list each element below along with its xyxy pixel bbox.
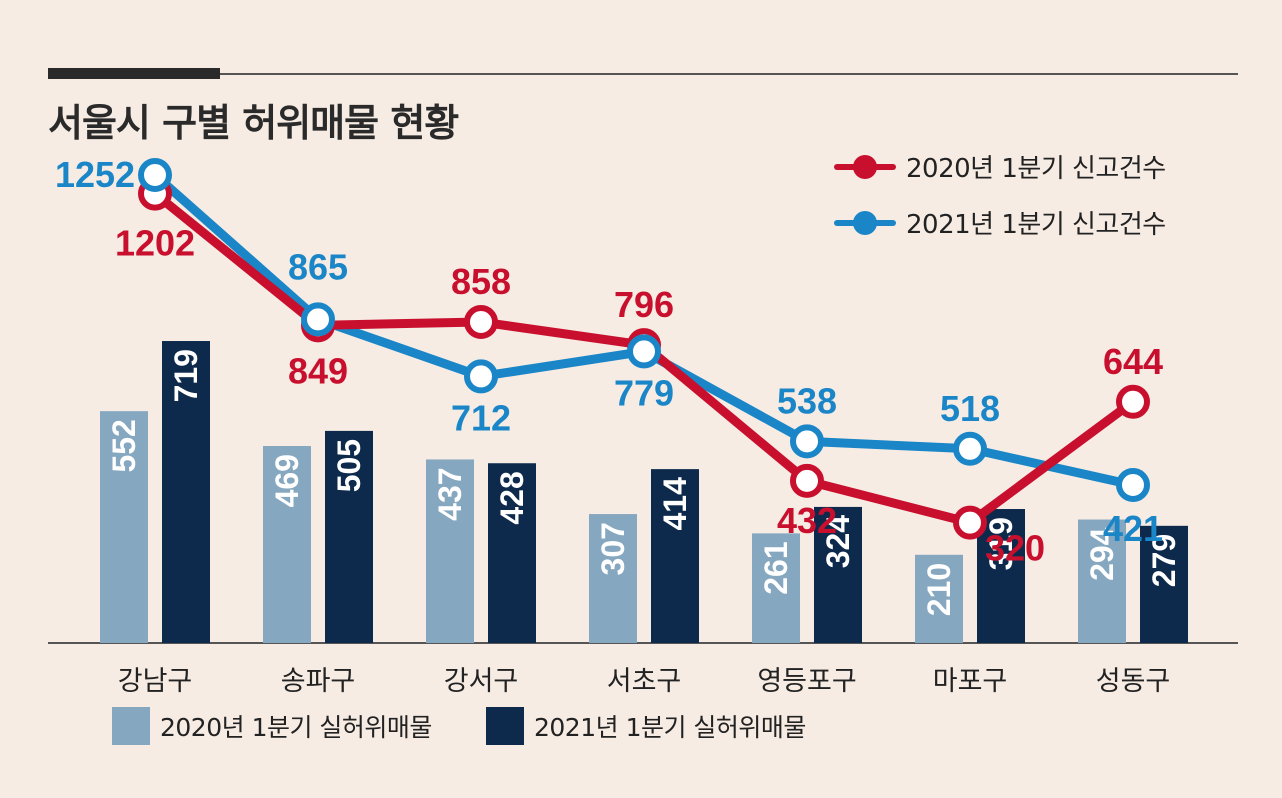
bar-2020	[263, 446, 311, 643]
legend-bar-2020-swatch	[112, 707, 150, 745]
line-2020-label: 644	[1103, 341, 1163, 382]
legend-bar-2020-label: 2020년 1분기 실허위매물	[160, 713, 432, 742]
point-2020	[1116, 384, 1150, 419]
x-tick-label: 마포구	[933, 666, 1008, 697]
bar-2021	[325, 430, 373, 643]
bar-2021-label: 319	[983, 517, 1019, 570]
bar-2020	[915, 554, 963, 643]
line-2020-label: 849	[288, 350, 348, 391]
x-tick-label: 성동구	[1096, 666, 1171, 697]
legend-line-2021-swatch	[832, 210, 898, 235]
legend-bar-2021: 2021년 1분기 실허위매물	[486, 707, 806, 745]
line-2021-label: 1252	[55, 154, 135, 195]
x-tick-label: 송파구	[281, 666, 356, 697]
point-2020	[953, 505, 987, 540]
header-rule-accent	[48, 68, 220, 79]
x-tick-label: 영등포구	[757, 666, 856, 697]
point-2021	[953, 431, 987, 466]
legend-line-2021-label: 2021년 1분기 신고건수	[906, 210, 1166, 240]
bar-2020	[100, 411, 148, 643]
bar-2021-label: 324	[820, 515, 856, 569]
bar-2021-label: 719	[168, 349, 204, 402]
chart-title: 서울시 구별 허위매물 현황	[48, 101, 459, 145]
legend-line-2020: 2020년 1분기 신고건수	[832, 148, 1166, 185]
point-2021	[138, 158, 172, 193]
legend-bar-2021-swatch	[486, 707, 524, 745]
line-2021-label: 865	[288, 246, 348, 287]
point-2021	[627, 334, 661, 369]
bar-2021	[488, 463, 536, 643]
legend-line-2020-label: 2020년 1분기 신고건수	[906, 154, 1166, 184]
bar-2021	[162, 341, 210, 643]
point-2021	[790, 424, 824, 459]
bar-2021	[977, 509, 1025, 643]
header-rule	[48, 73, 1238, 75]
bar-2020-label: 469	[269, 454, 305, 507]
line-2021-label: 779	[614, 372, 674, 413]
legend-bar-2021-label: 2021년 1분기 실허위매물	[534, 713, 806, 742]
bar-2020	[589, 514, 637, 643]
point-2021	[1116, 467, 1150, 502]
line-2020-label: 858	[451, 261, 511, 302]
bar-2020-label: 552	[106, 419, 142, 472]
bar-2020-label: 261	[758, 541, 794, 594]
line-2021-label: 538	[777, 380, 837, 421]
bar-2020-label: 294	[1084, 527, 1120, 581]
line-2020-label: 432	[777, 500, 837, 541]
line-2020-label: 1202	[115, 223, 195, 264]
bar-2021	[651, 469, 699, 643]
line-2021-label: 712	[451, 397, 511, 438]
x-tick-label: 서초구	[607, 666, 682, 697]
point-2020	[464, 304, 498, 339]
line-2020-label: 796	[614, 284, 674, 325]
bar-2020-label: 210	[921, 563, 957, 616]
bar-2020-label: 307	[595, 522, 631, 575]
point-2021	[464, 359, 498, 394]
legend-bar-2020: 2020년 1분기 실허위매물	[112, 707, 432, 745]
legend-line-2021: 2021년 1분기 신고건수	[832, 204, 1166, 241]
bar-2021-label: 414	[657, 477, 693, 531]
bar-2020-label: 437	[432, 467, 468, 520]
point-2021	[301, 302, 335, 337]
bar-2020	[1078, 519, 1126, 643]
bar-2020	[426, 459, 474, 643]
line-2021-label: 421	[1103, 508, 1163, 549]
bar-2021	[814, 506, 862, 643]
bar-2021-label: 279	[1146, 534, 1182, 587]
bar-2021-label: 505	[331, 439, 367, 492]
x-tick-label: 강남구	[118, 666, 193, 697]
point-2020	[790, 463, 824, 498]
legend-line-2020-swatch	[832, 154, 898, 179]
bar-2020	[752, 533, 800, 643]
line-2020-label: 320	[985, 528, 1045, 569]
line-2021-label: 518	[940, 388, 1000, 429]
bar-2021-label: 428	[494, 471, 530, 524]
bar-2021	[1140, 525, 1188, 643]
x-tick-label: 강서구	[444, 666, 519, 697]
